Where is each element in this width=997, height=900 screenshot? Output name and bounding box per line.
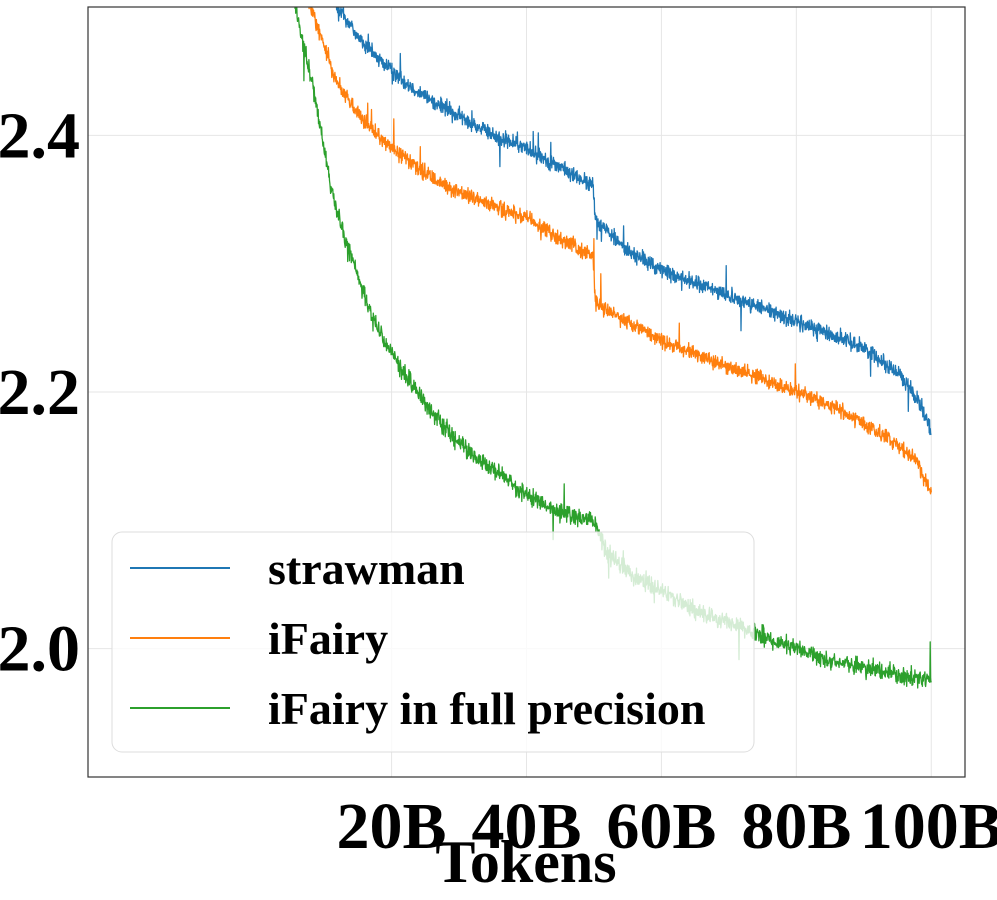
x-axis-ticks: 20B 40B 60B 80B 100B: [337, 790, 997, 863]
series-line-strawman: [335, 7, 932, 436]
x-tick-label: 40B: [471, 790, 581, 863]
y-tick-label: 2.2: [0, 356, 80, 429]
x-tick-label: 80B: [741, 790, 851, 863]
series-line-ifairy: [308, 7, 932, 495]
x-axis-label: Tokens: [435, 829, 616, 895]
axes-frame: [87, 6, 966, 778]
x-tick-label: 60B: [606, 790, 716, 863]
x-tick-label: 100B: [860, 790, 997, 863]
legend-box: [111, 531, 755, 753]
x-tick-label: 20B: [337, 790, 447, 863]
legend-label-ifairy: iFairy: [268, 613, 388, 664]
y-tick-label: 2.0: [0, 613, 80, 686]
legend: strawman iFairy iFairy in full precision: [111, 531, 755, 753]
y-axis-ticks: 2.0 2.2 2.4: [0, 99, 80, 685]
legend-label-ifairy-full-precision: iFairy in full precision: [268, 683, 705, 734]
legend-label-strawman: strawman: [268, 543, 465, 594]
y-tick-label: 2.4: [0, 99, 80, 172]
